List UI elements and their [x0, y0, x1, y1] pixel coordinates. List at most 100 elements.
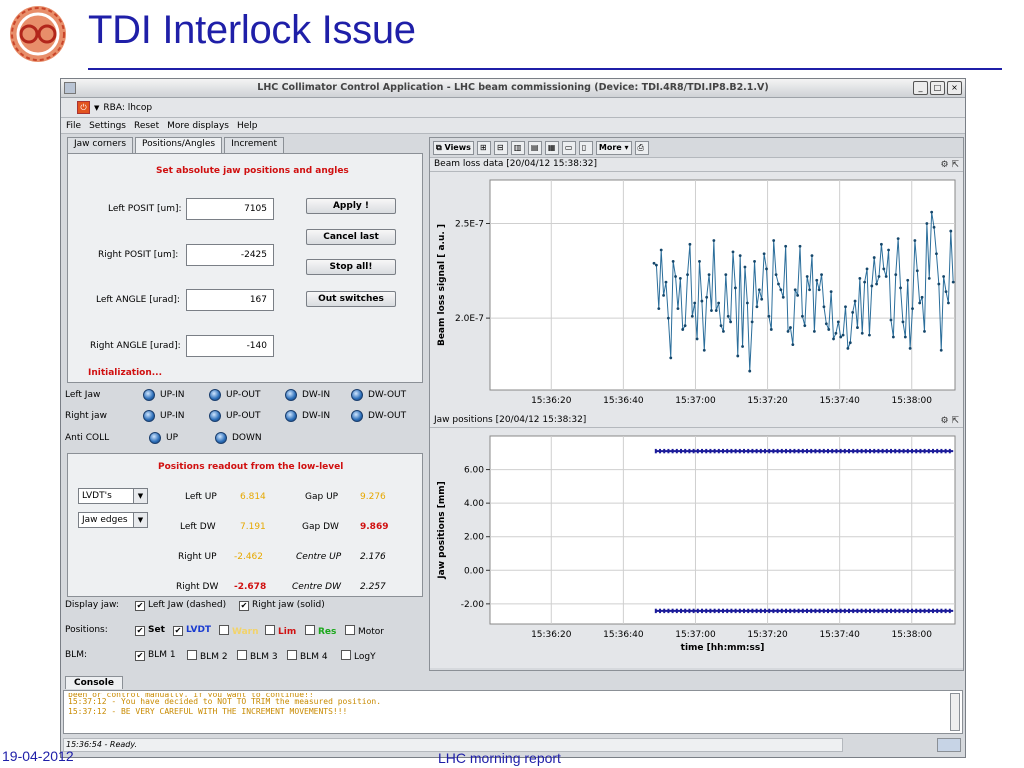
right-posit-label: Right POSIT [um]:	[98, 250, 179, 260]
logy-label: LogY	[354, 652, 376, 662]
left-jaw-point	[822, 448, 825, 454]
chart1-tools-icon[interactable]: ⚙ ⇱	[940, 160, 959, 170]
switch-led-icon	[149, 432, 161, 444]
minimize-button[interactable]: _	[913, 81, 928, 95]
slide-title: TDI Interlock Issue	[88, 8, 416, 52]
maximize-button[interactable]: □	[930, 81, 945, 95]
left-jaw-point	[877, 448, 880, 454]
motor-checkbox[interactable]: Motor	[345, 625, 384, 637]
layout-grid-icon[interactable]: ⊞	[476, 140, 491, 155]
beam-loss-point	[803, 324, 807, 328]
warn-checkbox[interactable]: Warn	[219, 625, 259, 637]
chevron-down-icon[interactable]: ▼	[133, 489, 147, 503]
close-button[interactable]: ×	[947, 81, 962, 95]
right-jaw-point	[747, 608, 750, 614]
tab-positions-angles[interactable]: Positions/Angles	[135, 137, 223, 153]
lvdt-combo[interactable]: LVDT's ▼	[78, 488, 148, 504]
jaw-edges-combo[interactable]: Jaw edges ▼	[78, 512, 148, 528]
window-titlebar[interactable]: LHC Collimator Control Application - LHC…	[61, 79, 965, 98]
left-jaw-point	[768, 448, 771, 454]
menu-reset[interactable]: Reset	[133, 120, 160, 131]
beam-loss-point	[686, 273, 689, 276]
beam-loss-point	[815, 278, 819, 282]
settings-heading: Set absolute jaw positions and angles	[156, 166, 349, 176]
menu-file[interactable]: File	[66, 120, 82, 131]
centre-dw-value: 2.257	[360, 582, 386, 592]
beam-loss-point	[827, 328, 831, 331]
rba-dropdown-icon[interactable]: ▼	[94, 103, 100, 112]
left-jaw-point	[827, 448, 830, 454]
tab-increment[interactable]: Increment	[224, 137, 284, 153]
menu-settings[interactable]: Settings	[89, 120, 126, 131]
layout-tile-icon[interactable]: ▭	[561, 140, 576, 155]
beam-loss-point	[868, 333, 871, 337]
layout-four-icon[interactable]: ▦	[544, 140, 559, 155]
rba-power-icon[interactable]: ⏻	[77, 101, 90, 114]
footer-date: 19-04-2012	[2, 748, 74, 764]
right-jaw-point	[730, 608, 733, 614]
left-angle-field[interactable]: 167	[186, 289, 274, 311]
left-jaw-point	[692, 448, 695, 454]
blm1-label: BLM 1	[148, 650, 176, 660]
right-jaw-switches: Right jaw UP-IN UP-OUT DW-IN DW-OUT	[65, 408, 425, 426]
export-icon[interactable]: ⎙	[634, 140, 649, 155]
blm4-checkbox[interactable]: BLM 4	[287, 650, 328, 662]
right-posit-field[interactable]: -2425	[186, 244, 274, 266]
res-checkbox[interactable]: Res	[305, 625, 336, 637]
blm3-checkbox[interactable]: BLM 3	[237, 650, 278, 662]
left-jaw-point	[776, 448, 779, 454]
tab-jaw-corners[interactable]: Jaw corners	[67, 137, 134, 153]
checkmark-icon: ✔	[135, 601, 145, 611]
console-tab[interactable]: Console	[65, 676, 123, 689]
left-panel: Jaw corners Positions/Angles Increment S…	[63, 137, 425, 669]
left-jaw-dashed-checkbox[interactable]: ✔ Left Jaw (dashed)	[135, 600, 226, 611]
blm2-checkbox[interactable]: BLM 2	[187, 650, 228, 662]
blm-label: BLM:	[65, 650, 87, 660]
layout-cascade-icon[interactable]: ▯	[578, 140, 593, 155]
left-jaw-point	[881, 448, 884, 454]
cancel-last-button[interactable]: Cancel last	[306, 229, 396, 245]
more-label: More	[598, 142, 622, 152]
right-jaw-solid-checkbox[interactable]: ✔ Right jaw (solid)	[239, 600, 325, 611]
y-tick-label: 6.00	[464, 466, 484, 476]
lim-checkbox[interactable]: Lim	[265, 625, 296, 637]
apply-button[interactable]: Apply !	[306, 198, 396, 214]
anti-coll-switches: Anti COLL UP DOWN	[65, 430, 425, 448]
more-button[interactable]: More ▾	[595, 140, 632, 155]
right-angle-field[interactable]: -140	[186, 335, 274, 357]
beam-loss-point	[839, 335, 843, 339]
beam-loss-point	[932, 225, 936, 229]
views-button[interactable]: ⧉ Views	[433, 140, 474, 155]
left-up-in-label: UP-IN	[160, 390, 185, 400]
beam-loss-point	[772, 239, 776, 242]
y-tick-label: 4.00	[464, 499, 484, 509]
left-dw-in-label: DW-IN	[302, 390, 331, 400]
layout-stack-icon[interactable]: ▤	[527, 140, 542, 155]
beam-loss-point	[906, 278, 910, 282]
set-checkbox[interactable]: ✔ Set	[135, 625, 165, 636]
stop-all-button[interactable]: Stop all!	[306, 259, 396, 275]
chart2-tools-icon[interactable]: ⚙ ⇱	[940, 416, 959, 426]
chevron-down-icon[interactable]: ▼	[133, 513, 147, 527]
status-filter-icon[interactable]	[937, 738, 961, 752]
left-jaw-label: Left Jaw	[65, 390, 101, 400]
beam-loss-point	[765, 267, 768, 271]
logy-checkbox[interactable]: LogY	[341, 650, 376, 662]
beam-loss-point	[784, 244, 788, 248]
beam-loss-point	[810, 254, 814, 258]
checkmark-icon: ✔	[239, 601, 249, 611]
console-scrollbar[interactable]	[950, 693, 960, 731]
right-up-out-label: UP-OUT	[226, 411, 261, 421]
menu-help[interactable]: Help	[236, 120, 258, 131]
lvdt-checkbox[interactable]: ✔ LVDT	[173, 625, 211, 636]
right-up-in-label: UP-IN	[160, 411, 185, 421]
left-jaw-point	[831, 448, 834, 454]
left-up-label: Left UP	[185, 492, 217, 502]
left-jaw-point	[755, 448, 758, 454]
layout-two-icon[interactable]: ▥	[510, 140, 525, 155]
menu-more-displays[interactable]: More displays	[167, 120, 229, 131]
left-posit-field[interactable]: 7105	[186, 198, 274, 220]
blm1-checkbox[interactable]: ✔ BLM 1	[135, 650, 176, 661]
layout-split-icon[interactable]: ⊟	[493, 140, 508, 155]
out-switches-button[interactable]: Out switches	[306, 291, 396, 307]
